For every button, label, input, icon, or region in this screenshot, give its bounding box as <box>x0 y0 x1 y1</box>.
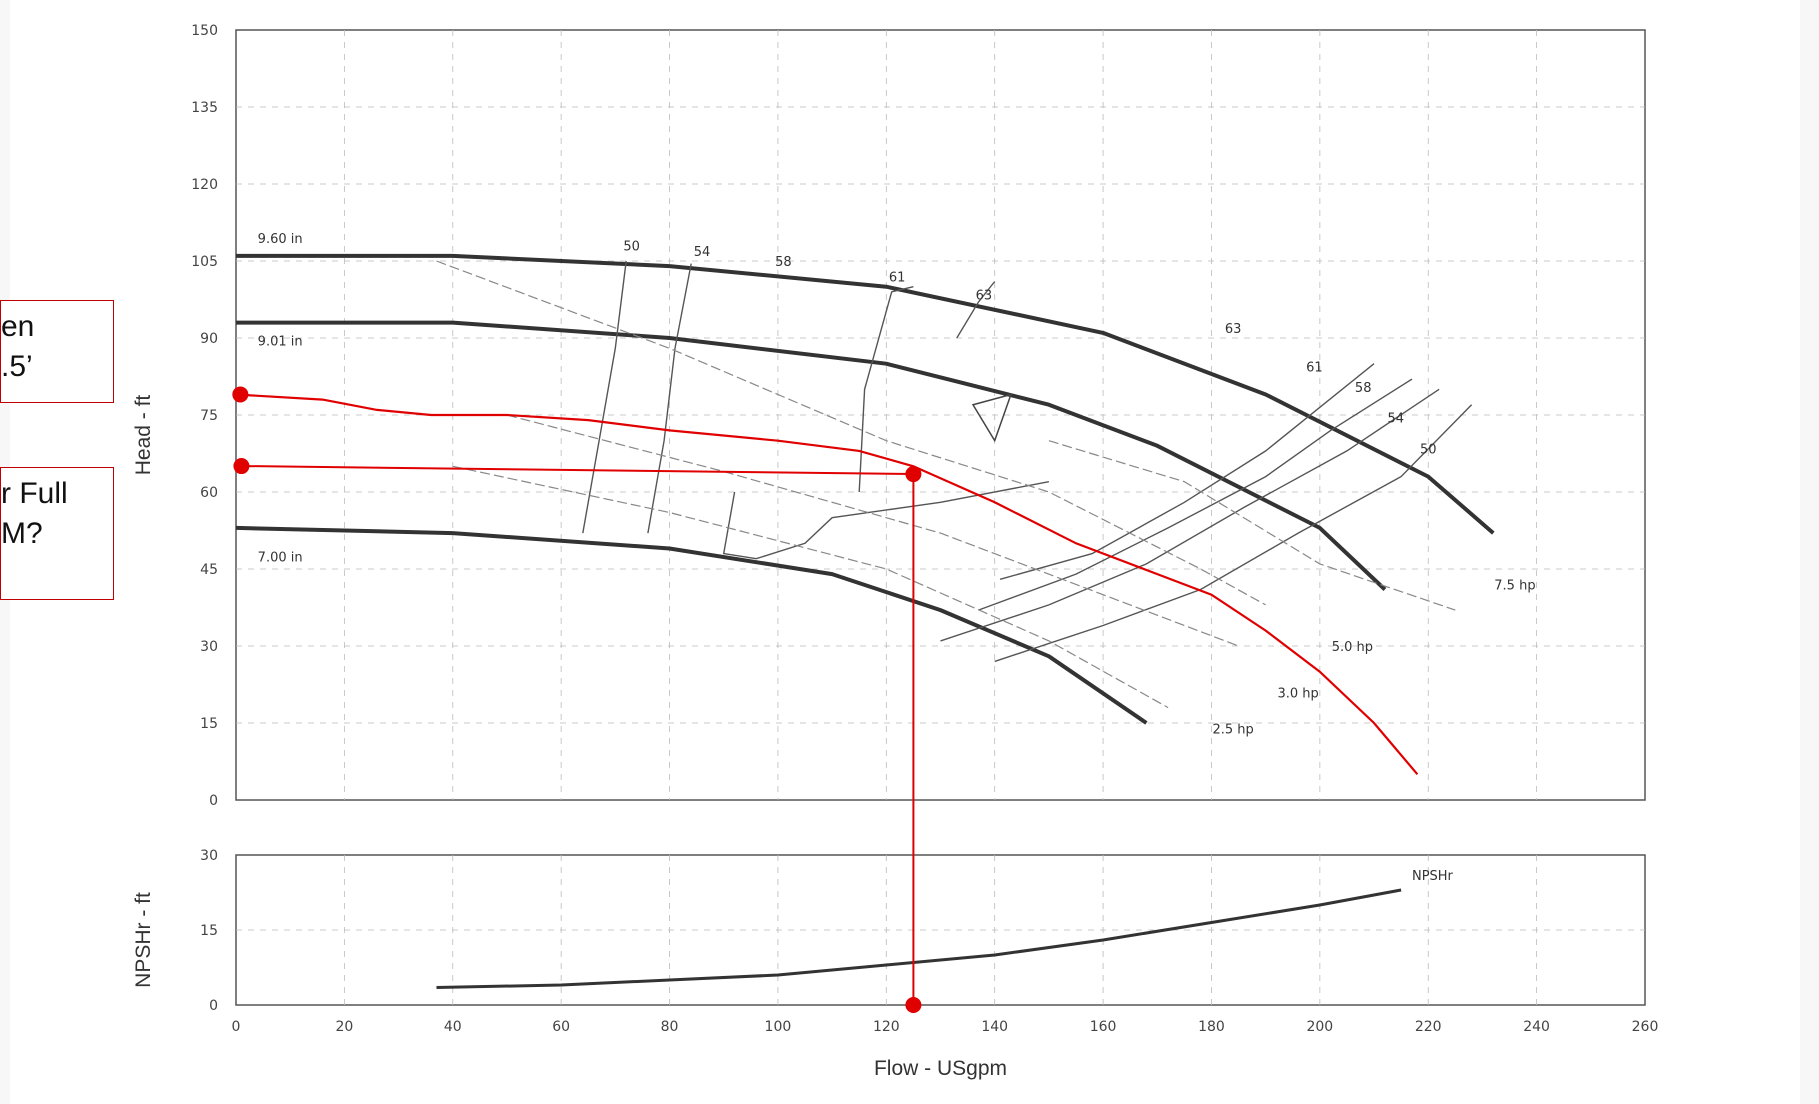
npshr-label: NPSHr <box>1412 869 1454 884</box>
x-axis-label: Flow - USgpm <box>874 1057 1007 1080</box>
power-label: 2.5 hp <box>1212 722 1253 737</box>
x-tick-label: 20 <box>335 1019 353 1035</box>
efficiency-line <box>940 388 1440 642</box>
npsh-y-tick-label: 30 <box>200 848 218 864</box>
bep-marker <box>971 393 1013 443</box>
power-label: 5.0 hp <box>1332 640 1373 655</box>
y-tick-label: 150 <box>191 23 218 39</box>
head-question-callout: en .5’ <box>0 300 114 403</box>
npsh-axis-label: NPSHr - ft <box>132 892 155 988</box>
impeller-label: 9.60 in <box>258 232 303 247</box>
y-axis-label: Head - ft <box>132 395 155 476</box>
annotations <box>232 386 1419 1013</box>
impeller-curve <box>236 320 1387 591</box>
y-tick-label: 120 <box>191 177 218 193</box>
npshr-curve <box>436 888 1402 989</box>
y-tick-label: 30 <box>200 639 218 655</box>
x-tick-label: 200 <box>1306 1019 1333 1035</box>
efficiency-label: 61 <box>1306 360 1323 375</box>
curves <box>235 253 1495 989</box>
callout-line: M? <box>1 517 43 550</box>
x-tick-label: 160 <box>1090 1019 1117 1035</box>
x-tick-label: 60 <box>552 1019 570 1035</box>
y-tick-label: 135 <box>191 100 218 116</box>
efficiency-line <box>647 263 692 534</box>
callout-line: r Full <box>1 477 68 510</box>
annotation-point <box>905 466 922 483</box>
x-tick-label: 180 <box>1198 1019 1225 1035</box>
x-tick-label: 140 <box>981 1019 1008 1035</box>
x-tick-label: 100 <box>765 1019 792 1035</box>
efficiency-label: 50 <box>623 240 640 255</box>
npsh-y-tick-label: 15 <box>200 923 218 939</box>
callout-line: en <box>1 310 35 343</box>
x-tick-label: 80 <box>661 1019 679 1035</box>
labels: 0 20 40 60 80 100 120 140 160 180 200 220 240 260 0 15 3… <box>132 23 1658 1080</box>
efficiency-line <box>994 404 1473 663</box>
y-tick-label: 0 <box>209 793 218 809</box>
annotation-point <box>233 458 250 475</box>
annotation-point <box>232 386 249 403</box>
efficiency-line <box>858 286 914 493</box>
power-line <box>452 465 1169 709</box>
y-tick-label: 75 <box>200 408 218 424</box>
efficiency-line <box>978 378 1413 611</box>
efficiency-label: 63 <box>1225 322 1242 337</box>
power-line <box>506 414 1239 647</box>
impeller-curve <box>235 525 1148 725</box>
grid <box>235 29 1646 1006</box>
efficiency-label: 63 <box>976 289 993 304</box>
npsh-y-tick-label: 0 <box>209 998 218 1014</box>
x-tick-label: 0 <box>232 1019 241 1035</box>
callout-line: .5’ <box>1 350 33 383</box>
impeller-curve <box>236 253 1495 535</box>
x-tick-label: 240 <box>1523 1019 1550 1035</box>
power-label: 7.5 hp <box>1494 579 1535 594</box>
flow-question-callout: r Full M? <box>0 467 114 600</box>
y-tick-label: 105 <box>191 254 218 270</box>
efficiency-label: 50 <box>1420 443 1437 458</box>
efficiency-line <box>956 281 996 339</box>
efficiency-label: 58 <box>1355 381 1372 396</box>
y-tick-label: 90 <box>200 331 218 347</box>
efficiency-label: 54 <box>694 245 711 260</box>
x-tick-label: 40 <box>444 1019 462 1035</box>
power-line <box>1048 440 1456 611</box>
efficiency-label: 58 <box>775 255 792 270</box>
y-tick-label: 60 <box>200 485 218 501</box>
y-tick-label: 15 <box>200 716 218 732</box>
efficiency-line <box>582 260 627 534</box>
power-line <box>436 260 1266 606</box>
y-tick-label: 45 <box>200 562 218 578</box>
power-label: 3.0 hp <box>1278 686 1319 701</box>
efficiency-label: 54 <box>1387 412 1404 427</box>
efficiency-line <box>722 481 1050 560</box>
x-tick-label: 120 <box>873 1019 900 1035</box>
x-tick-label: 220 <box>1415 1019 1442 1035</box>
impeller-label: 9.01 in <box>258 335 303 350</box>
impeller-label: 7.00 in <box>258 550 303 565</box>
efficiency-line <box>999 363 1375 580</box>
annotation-point <box>905 997 922 1013</box>
system-curve-annotation <box>235 393 1419 776</box>
x-tick-label: 260 <box>1632 1019 1659 1035</box>
head-reference-line <box>241 465 914 476</box>
efficiency-label: 61 <box>889 271 906 286</box>
